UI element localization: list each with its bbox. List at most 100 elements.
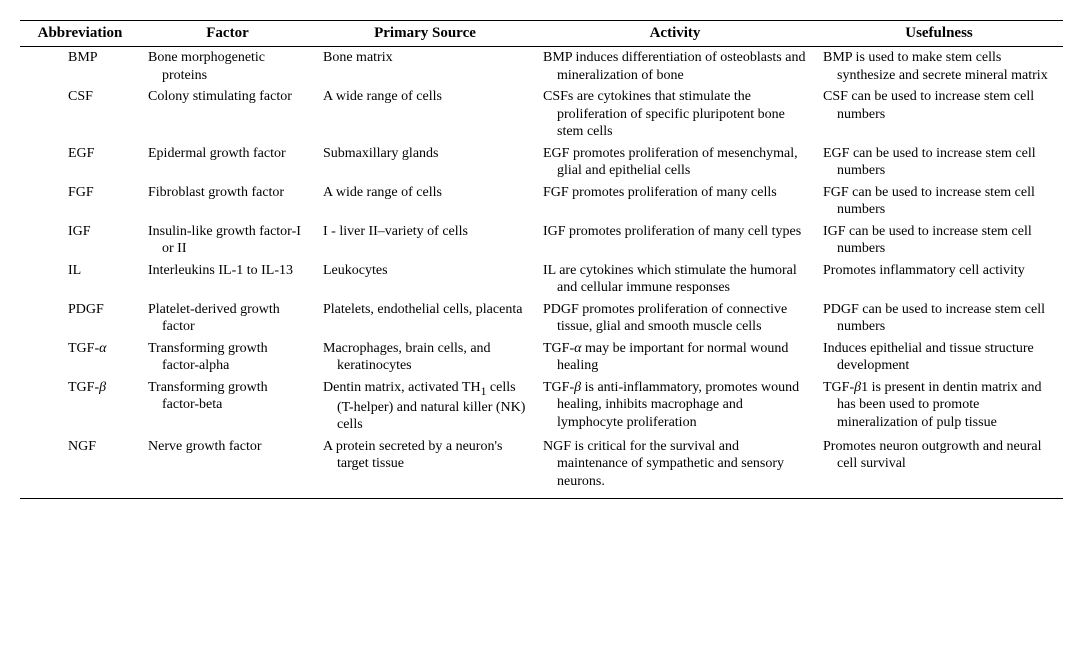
cell-factor-text: Transforming growth factor-beta (148, 379, 307, 414)
cell-factor: Fibroblast growth factor (140, 182, 315, 221)
cell-activity: TGF-β is anti-inflammatory, promotes wou… (535, 377, 815, 436)
table-header: Abbreviation Factor Primary Source Activ… (20, 21, 1063, 47)
cell-factor: Transforming growth factor-beta (140, 377, 315, 436)
cell-abbreviation: CSF (20, 86, 140, 143)
cell-usefulness-text: EGF can be used to increase stem cell nu… (823, 145, 1055, 180)
cell-usefulness: Promotes inflammatory cell activity (815, 260, 1063, 299)
cell-abbreviation: TGF-α (20, 338, 140, 377)
table-row: TGF-α Transforming growth factor-alpha Mac… (20, 338, 1063, 377)
col-header-usefulness: Usefulness (815, 21, 1063, 47)
cell-usefulness-text: Induces epithelial and tissue structure … (823, 340, 1055, 375)
cell-primary-source-text: Platelets, endothelial cells, placenta (323, 301, 527, 319)
table-row: BMP Bone morphogenetic proteins Bone matri… (20, 47, 1063, 87)
cell-usefulness: CSF can be used to increase stem cell nu… (815, 86, 1063, 143)
cell-primary-source: Platelets, endothelial cells, placenta (315, 299, 535, 338)
cell-usefulness: Induces epithelial and tissue structure … (815, 338, 1063, 377)
cell-activity: FGF promotes proliferation of many cells (535, 182, 815, 221)
cell-factor: Transforming growth factor-alpha (140, 338, 315, 377)
cell-abbreviation: BMP (20, 47, 140, 87)
cell-usefulness: FGF can be used to increase stem cell nu… (815, 182, 1063, 221)
cell-usefulness-text: CSF can be used to increase stem cell nu… (823, 88, 1055, 123)
growth-factors-table: Abbreviation Factor Primary Source Activ… (20, 20, 1063, 499)
cell-factor: Platelet-derived growth factor (140, 299, 315, 338)
cell-primary-source: Submaxillary glands (315, 143, 535, 182)
table-row: FGF Fibroblast growth factor A wide range … (20, 182, 1063, 221)
cell-abbreviation: NGF (20, 436, 140, 499)
cell-activity-text: TGF-α may be important for normal wound … (543, 340, 807, 375)
cell-usefulness-text: TGF-β1 is present in dentin matrix and h… (823, 379, 1055, 432)
cell-activity: CSFs are cytokines that stimulate the pr… (535, 86, 815, 143)
cell-usefulness: TGF-β1 is present in dentin matrix and h… (815, 377, 1063, 436)
cell-factor-text: Platelet-derived growth factor (148, 301, 307, 336)
table-row: IGF Insulin-like growth factor-I or II I -… (20, 221, 1063, 260)
cell-activity-text: BMP induces differentiation of osteoblas… (543, 49, 807, 84)
cell-abbreviation-text: TGF-β (28, 379, 132, 397)
cell-factor: Insulin-like growth factor-I or II (140, 221, 315, 260)
cell-factor-text: Bone morphogenetic proteins (148, 49, 307, 84)
cell-activity-text: NGF is critical for the survival and mai… (543, 438, 807, 491)
cell-activity: EGF promotes proliferation of mesenchyma… (535, 143, 815, 182)
cell-abbreviation-text: IGF (28, 223, 132, 241)
cell-factor-text: Nerve growth factor (148, 438, 307, 456)
cell-factor: Interleukins IL-1 to IL-13 (140, 260, 315, 299)
col-header-abbreviation: Abbreviation (20, 21, 140, 47)
cell-primary-source-text: I - liver II–variety of cells (323, 223, 527, 241)
cell-factor-text: Fibroblast growth factor (148, 184, 307, 202)
table-row: NGF Nerve growth factor A protein secreted… (20, 436, 1063, 499)
cell-usefulness: PDGF can be used to increase stem cell n… (815, 299, 1063, 338)
cell-factor-text: Interleukins IL-1 to IL-13 (148, 262, 307, 280)
cell-abbreviation-text: IL (28, 262, 132, 280)
cell-activity: TGF-α may be important for normal wound … (535, 338, 815, 377)
cell-factor: Nerve growth factor (140, 436, 315, 499)
cell-factor-text: Transforming growth factor-alpha (148, 340, 307, 375)
cell-factor: Colony stimulating factor (140, 86, 315, 143)
cell-abbreviation-text: TGF-α (28, 340, 132, 358)
cell-primary-source-text: Dentin matrix, activated TH1 cells (T-he… (323, 379, 527, 434)
cell-usefulness: EGF can be used to increase stem cell nu… (815, 143, 1063, 182)
cell-activity: PDGF promotes proliferation of connectiv… (535, 299, 815, 338)
cell-primary-source: Bone matrix (315, 47, 535, 87)
cell-activity-text: IL are cytokines which stimulate the hum… (543, 262, 807, 297)
cell-primary-source: A wide range of cells (315, 182, 535, 221)
cell-factor: Epidermal growth factor (140, 143, 315, 182)
cell-activity-text: EGF promotes proliferation of mesenchyma… (543, 145, 807, 180)
cell-activity: BMP induces differentiation of osteoblas… (535, 47, 815, 87)
cell-abbreviation-text: FGF (28, 184, 132, 202)
cell-usefulness-text: FGF can be used to increase stem cell nu… (823, 184, 1055, 219)
cell-primary-source-text: Macrophages, brain cells, and keratinocy… (323, 340, 527, 375)
cell-abbreviation: FGF (20, 182, 140, 221)
cell-factor: Bone morphogenetic proteins (140, 47, 315, 87)
cell-primary-source: Macrophages, brain cells, and keratinocy… (315, 338, 535, 377)
cell-primary-source-text: Bone matrix (323, 49, 527, 67)
col-header-primary-source: Primary Source (315, 21, 535, 47)
cell-primary-source-text: A wide range of cells (323, 88, 527, 106)
table-row: TGF-β Transforming growth factor-beta Dent… (20, 377, 1063, 436)
cell-abbreviation: PDGF (20, 299, 140, 338)
cell-usefulness: BMP is used to make stem cells synthesiz… (815, 47, 1063, 87)
cell-activity: IL are cytokines which stimulate the hum… (535, 260, 815, 299)
cell-factor-text: Epidermal growth factor (148, 145, 307, 163)
cell-activity-text: CSFs are cytokines that stimulate the pr… (543, 88, 807, 141)
table-body: BMP Bone morphogenetic proteins Bone matri… (20, 47, 1063, 499)
cell-usefulness: Promotes neuron outgrowth and neural cel… (815, 436, 1063, 499)
cell-primary-source: A protein secreted by a neuron's target … (315, 436, 535, 499)
cell-primary-source-text: Submaxillary glands (323, 145, 527, 163)
cell-abbreviation-text: NGF (28, 438, 132, 456)
cell-usefulness-text: IGF can be used to increase stem cell nu… (823, 223, 1055, 258)
cell-abbreviation-text: BMP (28, 49, 132, 67)
table-row: PDGFPlatelet-derived growth factor Platel… (20, 299, 1063, 338)
cell-activity: IGF promotes proliferation of many cell … (535, 221, 815, 260)
cell-usefulness-text: Promotes inflammatory cell activity (823, 262, 1055, 280)
cell-primary-source-text: A wide range of cells (323, 184, 527, 202)
cell-abbreviation: TGF-β (20, 377, 140, 436)
cell-abbreviation-text: CSF (28, 88, 132, 106)
table-row: CSF Colony stimulating factor A wide range… (20, 86, 1063, 143)
cell-primary-source: Leukocytes (315, 260, 535, 299)
cell-primary-source: I - liver II–variety of cells (315, 221, 535, 260)
cell-activity-text: PDGF promotes proliferation of connectiv… (543, 301, 807, 336)
col-header-factor: Factor (140, 21, 315, 47)
cell-usefulness: IGF can be used to increase stem cell nu… (815, 221, 1063, 260)
cell-abbreviation-text: EGF (28, 145, 132, 163)
cell-usefulness-text: PDGF can be used to increase stem cell n… (823, 301, 1055, 336)
cell-factor-text: Colony stimulating factor (148, 88, 307, 106)
